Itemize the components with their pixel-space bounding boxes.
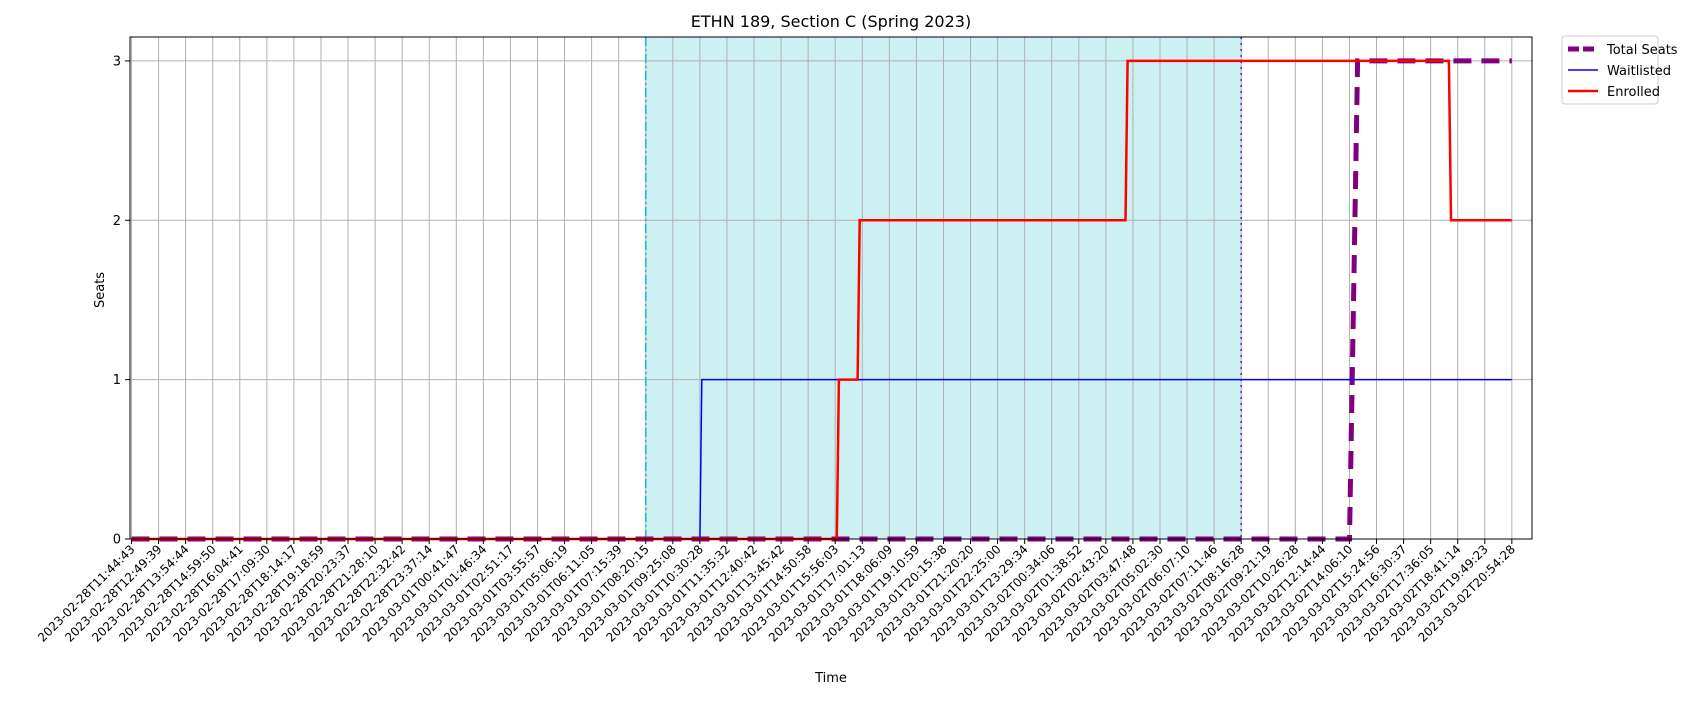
chart-title: ETHN 189, Section C (Spring 2023) bbox=[691, 12, 971, 31]
y-tick-label: 3 bbox=[113, 54, 121, 69]
legend-entries: Total Seats Waitlisted Enrolled bbox=[1568, 43, 1678, 100]
legend: Total Seats Waitlisted Enrolled bbox=[1561, 35, 1678, 105]
grid-layer bbox=[130, 37, 1532, 540]
plot-frame bbox=[129, 36, 1533, 540]
y-tick-label: 1 bbox=[113, 373, 121, 388]
y-tick-label: 2 bbox=[113, 214, 121, 229]
y-axis-ticks: 0 1 2 3 bbox=[113, 54, 130, 548]
y-axis-label: Seats bbox=[93, 272, 108, 308]
x-axis-ticks: 2023-02-28T11:44:432023-02-28T12:49:3920… bbox=[35, 539, 1518, 645]
marker-lines-layer bbox=[644, 37, 1242, 539]
legend-label: Waitlisted bbox=[1607, 64, 1671, 79]
x-axis-label: Time bbox=[814, 671, 847, 686]
legend-label: Total Seats bbox=[1606, 43, 1678, 58]
legend-label: Enrolled bbox=[1607, 85, 1660, 100]
series-line-enrolled bbox=[131, 59, 1512, 541]
legend-box bbox=[1561, 35, 1659, 105]
y-tick-label: 0 bbox=[113, 533, 121, 548]
